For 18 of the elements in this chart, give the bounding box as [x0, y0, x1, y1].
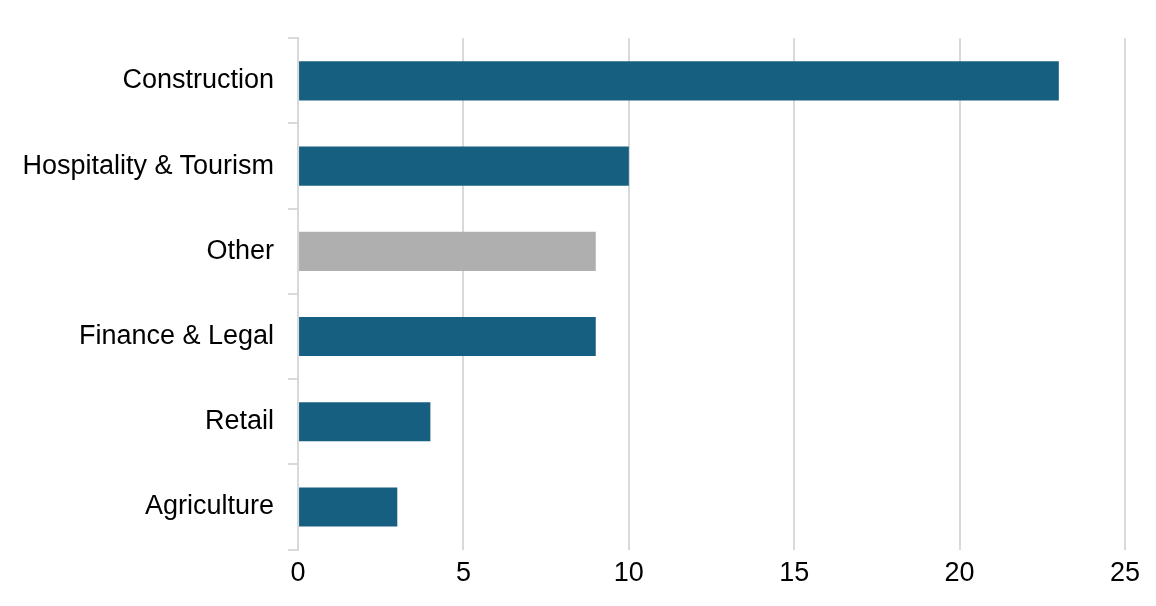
bar	[299, 487, 398, 527]
x-tick-label: 25	[1109, 557, 1141, 588]
bar	[299, 146, 629, 186]
bar	[299, 231, 596, 271]
y-tick-label: Construction	[122, 64, 275, 95]
y-tick-label: Retail	[205, 405, 275, 436]
x-tick-label: 20	[944, 557, 975, 588]
x-tick-label: 5	[455, 557, 471, 588]
x-tick-label: 0	[290, 557, 306, 588]
y-tick-label: Hospitality & Tourism	[22, 149, 275, 180]
y-tick-label: Finance & Legal	[78, 319, 275, 350]
x-tick-label: 10	[613, 557, 644, 588]
x-tick-label: 15	[779, 557, 810, 588]
bar	[299, 402, 431, 442]
bar	[299, 316, 596, 357]
bar	[299, 61, 1059, 101]
y-tick-label: Agriculture	[145, 490, 275, 521]
y-tick-label: Other	[206, 234, 275, 265]
